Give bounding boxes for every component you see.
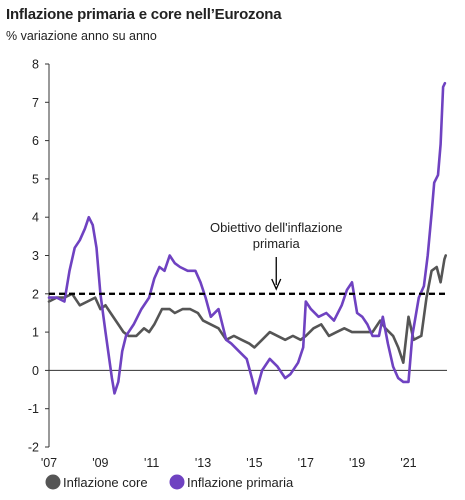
annotation-text-line: Obiettivo dell'inflazione <box>210 220 343 235</box>
y-tick-label: -1 <box>28 402 39 416</box>
legend-label: Inflazione primaria <box>187 475 294 490</box>
legend-swatch <box>169 474 185 490</box>
series-line-core <box>47 254 447 364</box>
axes-layer: -2 -1 0 1 2 3 4 5 6 7 8 '07 '09 '11 '13 '15 '17 '19 '21 <box>28 58 447 470</box>
y-tick-label: 3 <box>32 249 39 263</box>
y-tick-label: 0 <box>32 364 39 378</box>
series-line-headline <box>47 81 447 395</box>
annotation-arrowhead <box>271 278 282 291</box>
x-tick-label: '13 <box>195 456 211 470</box>
x-tick-label: '17 <box>298 456 314 470</box>
chart-subtitle: % variazione anno su anno <box>6 29 157 43</box>
x-tick-label: '19 <box>349 456 365 470</box>
y-tick-label: 7 <box>32 96 39 110</box>
y-tick-label: 1 <box>32 326 39 340</box>
y-tick-label: 2 <box>32 287 39 301</box>
annotation-text-line: primaria <box>253 236 301 251</box>
x-tick-label: '15 <box>246 456 262 470</box>
y-tick-label: 5 <box>32 172 39 186</box>
y-tick-label: 8 <box>32 58 39 72</box>
x-tick-label: '21 <box>400 456 416 470</box>
chart-title: Inflazione primaria e core nell’Eurozona <box>6 6 282 23</box>
y-tick-label: 4 <box>32 211 39 225</box>
y-tick-label: -2 <box>28 441 39 455</box>
series-layer <box>47 81 447 395</box>
x-tick-label: '11 <box>144 456 159 470</box>
legend-swatch <box>45 474 61 490</box>
legend-label: Inflazione core <box>63 475 148 490</box>
x-tick-label: '07 <box>41 456 57 470</box>
legend: Inflazione core Inflazione primaria <box>45 474 294 490</box>
y-tick-label: 6 <box>32 134 39 148</box>
x-tick-label: '09 <box>92 456 108 470</box>
